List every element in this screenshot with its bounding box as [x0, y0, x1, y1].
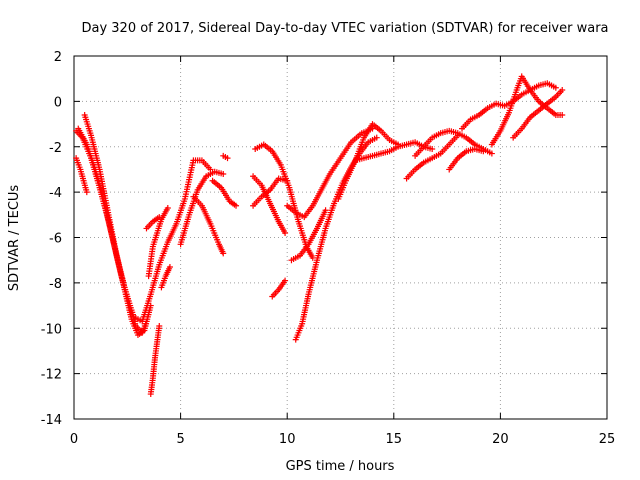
data-point [282, 277, 289, 284]
y-tick-label: 2 [54, 50, 62, 65]
data-point [233, 202, 240, 209]
chart-title: Day 320 of 2017, Sidereal Day-to-day VTE… [81, 21, 608, 36]
x-tick-label: 10 [279, 432, 296, 447]
series-track-16 [269, 277, 289, 300]
series-track-24 [446, 146, 487, 173]
y-tick-label: -12 [41, 368, 62, 383]
data-point [480, 148, 487, 155]
data-points [73, 73, 566, 398]
x-tick-label: 5 [176, 432, 184, 447]
x-tick-label: 20 [492, 432, 509, 447]
data-point [559, 87, 566, 94]
y-tick-label: -14 [41, 413, 62, 428]
series-track-8 [158, 263, 173, 291]
series-track-4 [73, 155, 90, 196]
data-point [429, 146, 436, 153]
series-track-17 [288, 207, 329, 264]
x-axis-label: GPS time / hours [286, 459, 395, 474]
x-tick-label: 0 [70, 432, 78, 447]
series-track-26 [488, 73, 566, 148]
series-track-27 [510, 87, 566, 141]
data-point [166, 263, 173, 270]
grid-lines [74, 56, 607, 419]
data-point [559, 111, 566, 118]
x-tick-label: 15 [386, 432, 403, 447]
data-point [552, 84, 559, 91]
series-track-7 [143, 214, 163, 232]
series-track-12 [220, 152, 231, 162]
data-point [156, 214, 163, 221]
y-tick-label: 0 [54, 95, 62, 110]
y-tick-label: -4 [49, 186, 62, 201]
y-tick-label: -6 [49, 232, 62, 247]
x-tick-label: 25 [599, 432, 616, 447]
y-tick-label: -8 [49, 277, 62, 292]
series-track-6 [145, 205, 171, 280]
series-track-9 [177, 168, 227, 248]
axis-ticks: 0 5 10 15 20 25 -14 -12 -10 -8 -6 -4 -2 0 2 [41, 50, 616, 447]
data-point [220, 170, 227, 177]
y-tick-label: -2 [49, 141, 62, 156]
data-point [156, 322, 163, 329]
series-track-14 [250, 175, 291, 209]
data-point [224, 155, 231, 162]
series-track-10 [190, 193, 227, 257]
data-point [220, 250, 227, 257]
data-point [373, 134, 380, 141]
data-point [83, 189, 90, 196]
series-track-23 [412, 127, 495, 159]
data-point [164, 205, 171, 212]
y-axis-label: SDTVAR / TECUs [7, 185, 22, 292]
series-track-5 [147, 322, 163, 398]
series-track-11 [209, 177, 240, 209]
data-point [282, 229, 289, 236]
data-point [322, 207, 329, 214]
series-track-20 [335, 121, 402, 202]
y-tick-label: -10 [41, 322, 62, 337]
series-track-3 [81, 111, 214, 325]
data-point [488, 150, 495, 157]
